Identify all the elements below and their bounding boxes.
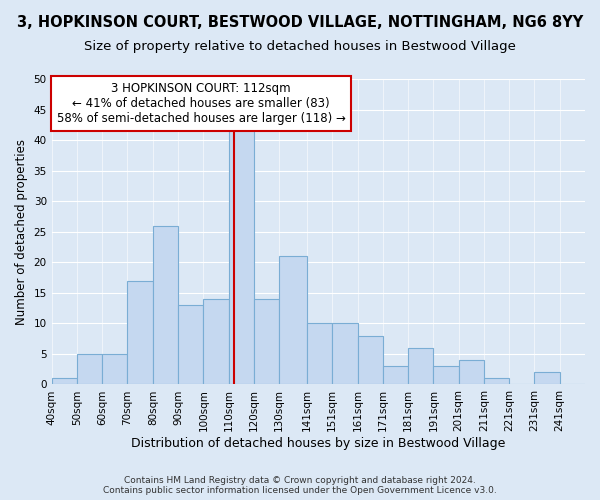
- Bar: [433, 366, 458, 384]
- Bar: [203, 299, 229, 384]
- Y-axis label: Number of detached properties: Number of detached properties: [15, 138, 28, 324]
- Bar: [127, 280, 153, 384]
- Bar: [383, 366, 408, 384]
- Bar: [178, 305, 203, 384]
- Bar: [307, 324, 332, 384]
- Bar: [484, 378, 509, 384]
- Text: 3, HOPKINSON COURT, BESTWOOD VILLAGE, NOTTINGHAM, NG6 8YY: 3, HOPKINSON COURT, BESTWOOD VILLAGE, NO…: [17, 15, 583, 30]
- Text: 3 HOPKINSON COURT: 112sqm
← 41% of detached houses are smaller (83)
58% of semi-: 3 HOPKINSON COURT: 112sqm ← 41% of detac…: [56, 82, 346, 125]
- X-axis label: Distribution of detached houses by size in Bestwood Village: Distribution of detached houses by size …: [131, 437, 506, 450]
- Bar: [535, 372, 560, 384]
- Bar: [52, 378, 77, 384]
- Bar: [153, 226, 178, 384]
- Bar: [332, 324, 358, 384]
- Bar: [229, 128, 254, 384]
- Bar: [102, 354, 127, 384]
- Text: Contains HM Land Registry data © Crown copyright and database right 2024.
Contai: Contains HM Land Registry data © Crown c…: [103, 476, 497, 495]
- Bar: [279, 256, 307, 384]
- Text: Size of property relative to detached houses in Bestwood Village: Size of property relative to detached ho…: [84, 40, 516, 53]
- Bar: [77, 354, 102, 384]
- Bar: [408, 348, 433, 385]
- Bar: [358, 336, 383, 384]
- Bar: [458, 360, 484, 384]
- Bar: [254, 299, 279, 384]
